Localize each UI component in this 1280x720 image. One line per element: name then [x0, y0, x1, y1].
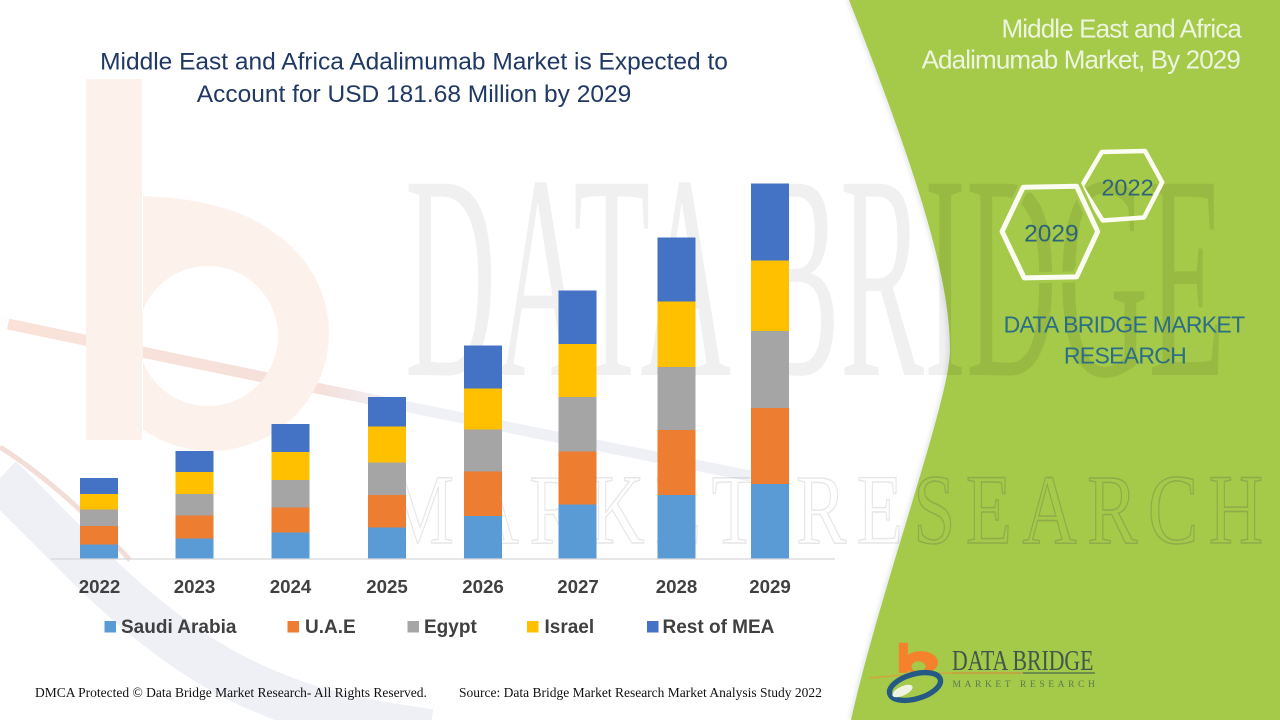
svg-text:Rest of MEA: Rest of MEA: [663, 617, 775, 638]
svg-text:Source: Data Bridge Market Res: Source: Data Bridge Market Research Mark…: [459, 685, 822, 700]
svg-text:U.A.E: U.A.E: [305, 617, 356, 638]
svg-text:Saudi Arabia: Saudi Arabia: [121, 617, 237, 638]
svg-text:Account for USD 181.68 Million: Account for USD 181.68 Million by 2029: [197, 81, 631, 108]
svg-text:DATA BRIDGE MARKET: DATA BRIDGE MARKET: [1004, 312, 1246, 338]
svg-text:MARKET RESEARCH: MARKET RESEARCH: [387, 455, 1274, 566]
svg-text:2029: 2029: [749, 576, 791, 597]
svg-text:2026: 2026: [462, 576, 504, 597]
svg-text:DATA BRIDGE: DATA BRIDGE: [952, 644, 1093, 677]
svg-text:2029: 2029: [1024, 221, 1079, 248]
svg-text:RESEARCH: RESEARCH: [1064, 343, 1186, 369]
svg-text:2028: 2028: [656, 576, 698, 597]
svg-text:2023: 2023: [174, 576, 216, 597]
svg-text:Egypt: Egypt: [424, 617, 477, 638]
svg-text:2025: 2025: [366, 576, 408, 597]
svg-text:Middle East and Africa: Middle East and Africa: [1001, 14, 1242, 44]
svg-text:2022: 2022: [1101, 174, 1153, 200]
svg-text:2022: 2022: [79, 576, 121, 597]
svg-text:Adalimumab Market, By 2029: Adalimumab Market, By 2029: [922, 45, 1241, 75]
svg-text:Israel: Israel: [545, 617, 595, 638]
svg-text:Middle East and Africa Adalimu: Middle East and Africa Adalimumab Market…: [100, 49, 728, 76]
svg-text:2027: 2027: [557, 576, 599, 597]
svg-text:2024: 2024: [270, 576, 312, 597]
svg-text:DMCA Protected © Data Bridge M: DMCA Protected © Data Bridge Market Rese…: [35, 685, 427, 700]
svg-text:DATA BRIDGE: DATA BRIDGE: [405, 115, 1225, 438]
svg-text:MARKET RESEARCH: MARKET RESEARCH: [953, 680, 1099, 690]
